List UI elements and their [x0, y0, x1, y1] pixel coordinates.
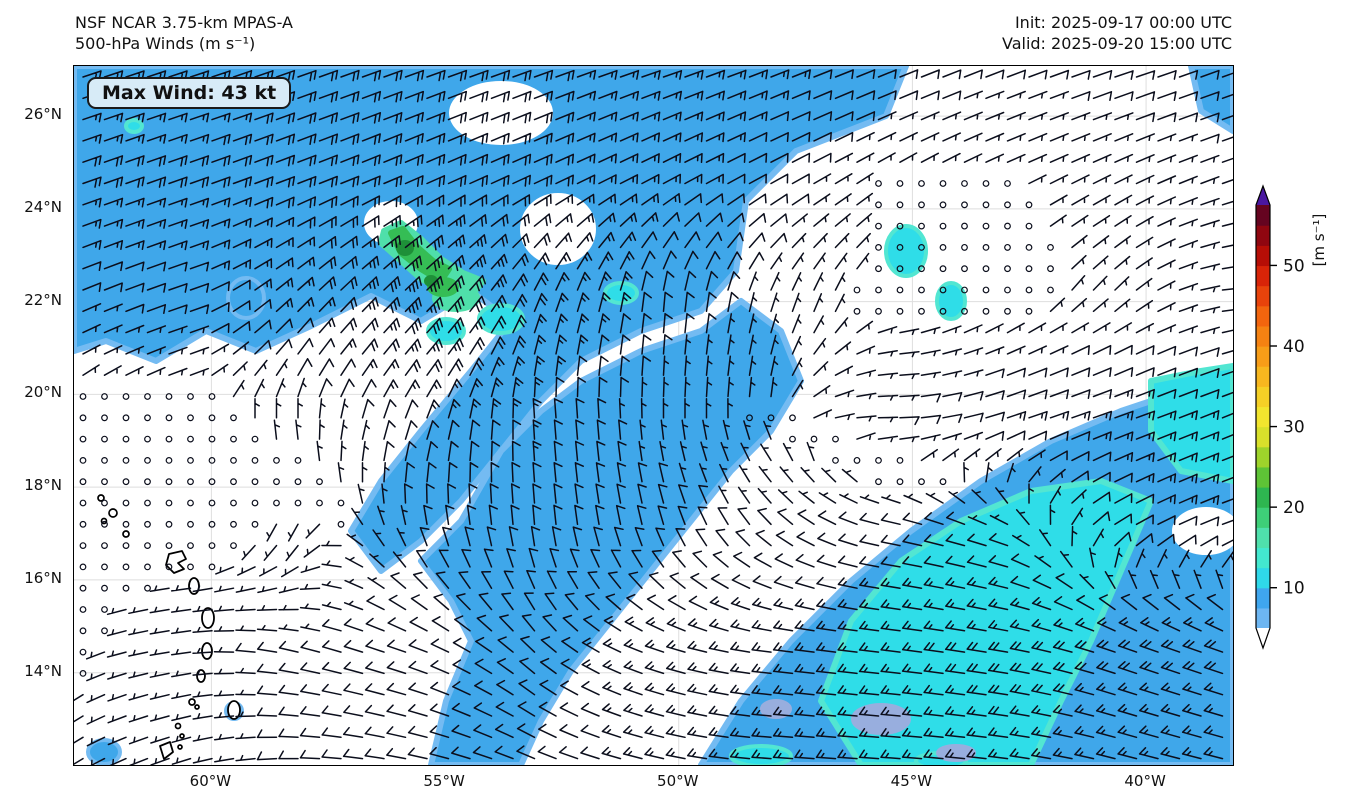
lat-tick-label: 24°N [24, 197, 62, 216]
colorbar-tick-label: 20 [1283, 498, 1305, 518]
shaded-region-small-blue-2 [86, 738, 122, 765]
coastline-layer [97, 494, 241, 760]
lat-tick-label: 20°N [24, 383, 62, 402]
colorbar-tick-label: 50 [1283, 256, 1305, 276]
colorbar: 10 20 30 40 50 [1248, 178, 1352, 690]
colorbar-tick-label: 30 [1283, 418, 1305, 438]
shaded-region-cyan-spot-3 [884, 224, 928, 278]
valid-time: Valid: 2025-09-20 15:00 UTC [1001, 34, 1232, 53]
lon-tick-label: 45°W [890, 772, 933, 790]
shaded-region-nw-mass [74, 66, 909, 574]
colorbar-unit-label: [m s⁻¹] [1310, 213, 1328, 267]
shaded-region-cyan-bottom-1 [729, 744, 793, 765]
wind-map [74, 66, 1233, 765]
shaded-region-cyan-right-edge [1148, 363, 1233, 484]
colorbar-tick-label: 10 [1283, 579, 1305, 599]
run-times: Init: 2025-09-17 00:00 UTC Valid: 2025-0… [1002, 12, 1232, 54]
max-wind-badge: Max Wind: 43 kt [87, 77, 292, 109]
lon-tick-label: 40°W [1124, 772, 1166, 790]
colorbar-svg: 10 20 30 40 50 [1255, 184, 1305, 650]
chart-title: NSF NCAR 3.75-km MPAS-A 500-hPa Winds (m… [75, 12, 293, 54]
colorbar-scale: 10 20 30 40 50 [1255, 184, 1305, 650]
shading-layer [74, 66, 1233, 765]
lat-tick-label: 14°N [24, 661, 62, 680]
init-time: Init: 2025-09-17 00:00 UTC [1014, 13, 1232, 32]
shaded-region-lavender-2 [760, 699, 792, 719]
calm-wind-circles [79, 180, 1054, 677]
colorbar-under-arrow [1256, 628, 1270, 648]
lat-tick-label: 16°N [24, 568, 62, 587]
shaded-region-ne-corner-patch [1188, 66, 1233, 134]
shaded-region-white-hole-3 [520, 193, 596, 265]
lon-tick-label: 60°W [189, 772, 232, 790]
wind-barbs-layer [74, 69, 1233, 765]
colorbar-tick-label: 40 [1283, 337, 1305, 357]
shaded-region-lavender-1 [851, 703, 911, 735]
shaded-region-cyan-spot-2 [603, 281, 639, 305]
shaded-region-cyan-spot-5 [124, 118, 144, 134]
shaded-region-cyan-spot-1 [477, 303, 525, 335]
lat-tick-label: 26°N [24, 105, 62, 124]
lon-tick-label: 55°W [423, 772, 465, 790]
title-line-2: 500-hPa Winds (m s⁻¹) [75, 34, 256, 53]
map-canvas [73, 65, 1234, 766]
colorbar-over-arrow [1256, 186, 1270, 205]
title-line-1: NSF NCAR 3.75-km MPAS-A [75, 13, 293, 32]
lat-tick-label: 18°N [24, 476, 62, 495]
lat-tick-label: 22°N [24, 290, 62, 309]
wind-barbs [74, 69, 1233, 765]
shaded-region-white-hole-4 [1172, 507, 1233, 555]
shaded-region-cyan-spot-4 [935, 281, 967, 321]
shaded-region-cyan-se [818, 478, 1154, 765]
lon-tick-label: 50°W [657, 772, 699, 790]
